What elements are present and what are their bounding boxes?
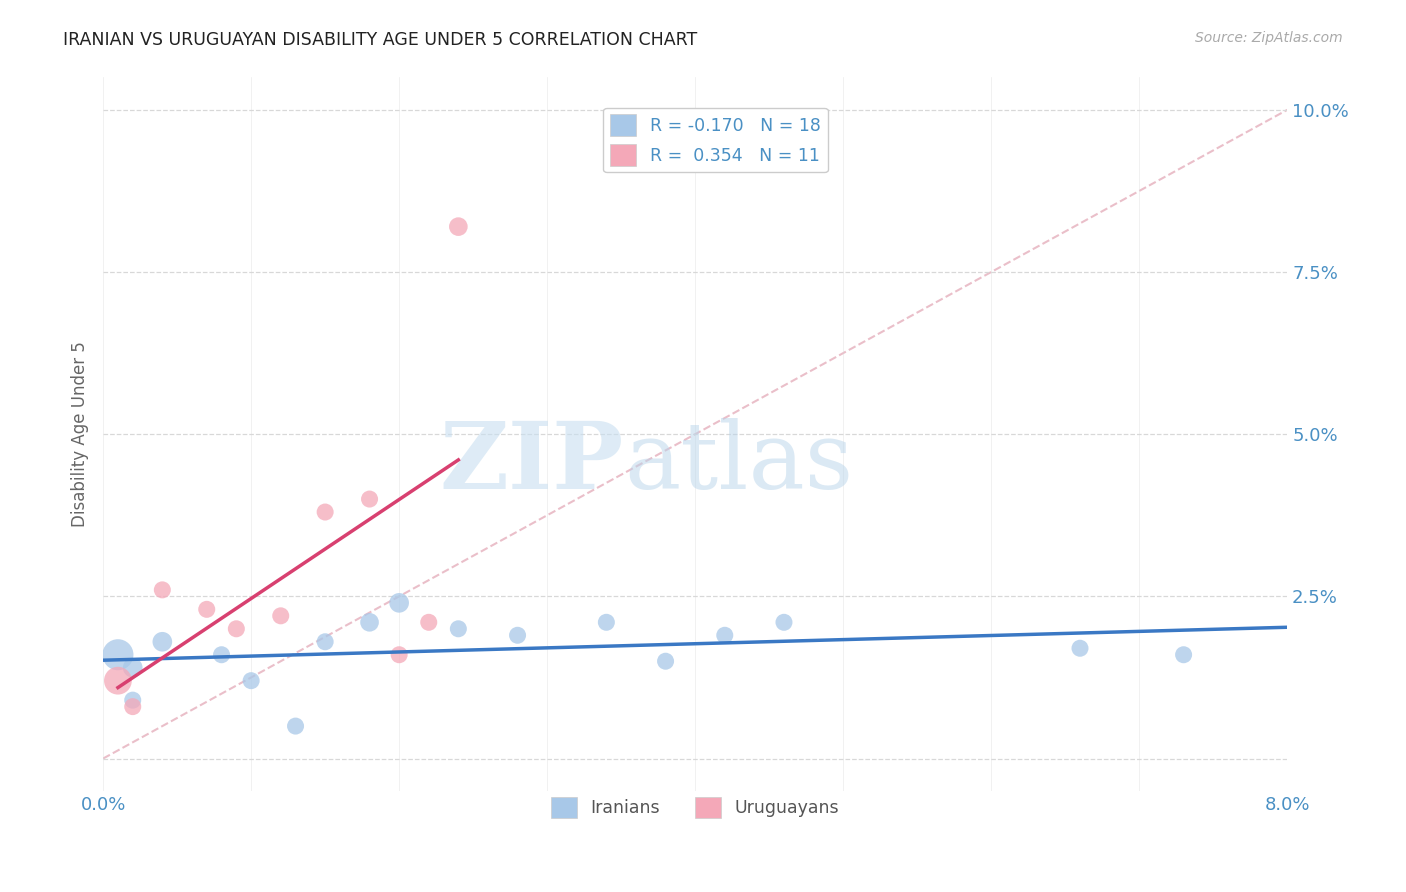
Point [418,615,440,630]
Text: Source: ZipAtlas.com: Source: ZipAtlas.com [1195,31,1343,45]
Legend: Iranians, Uruguayans: Iranians, Uruguayans [544,790,846,825]
Point [359,491,381,506]
Point [211,648,233,662]
Point [447,219,470,234]
Point [121,699,143,714]
Point [121,693,143,707]
Point [595,615,617,630]
Point [195,602,218,616]
Point [654,654,676,668]
Point [359,615,381,630]
Point [284,719,307,733]
Point [121,661,143,675]
Point [270,608,292,623]
Point [107,673,129,688]
Point [240,673,263,688]
Point [314,505,336,519]
Point [314,634,336,648]
Point [150,582,173,597]
Point [506,628,529,642]
Point [388,648,411,662]
Y-axis label: Disability Age Under 5: Disability Age Under 5 [72,342,89,527]
Point [388,596,411,610]
Point [713,628,735,642]
Text: ZIP: ZIP [440,417,624,508]
Text: IRANIAN VS URUGUAYAN DISABILITY AGE UNDER 5 CORRELATION CHART: IRANIAN VS URUGUAYAN DISABILITY AGE UNDE… [63,31,697,49]
Point [225,622,247,636]
Point [1173,648,1195,662]
Point [447,622,470,636]
Point [1069,641,1091,656]
Point [107,648,129,662]
Point [773,615,796,630]
Text: atlas: atlas [624,417,853,508]
Point [150,634,173,648]
